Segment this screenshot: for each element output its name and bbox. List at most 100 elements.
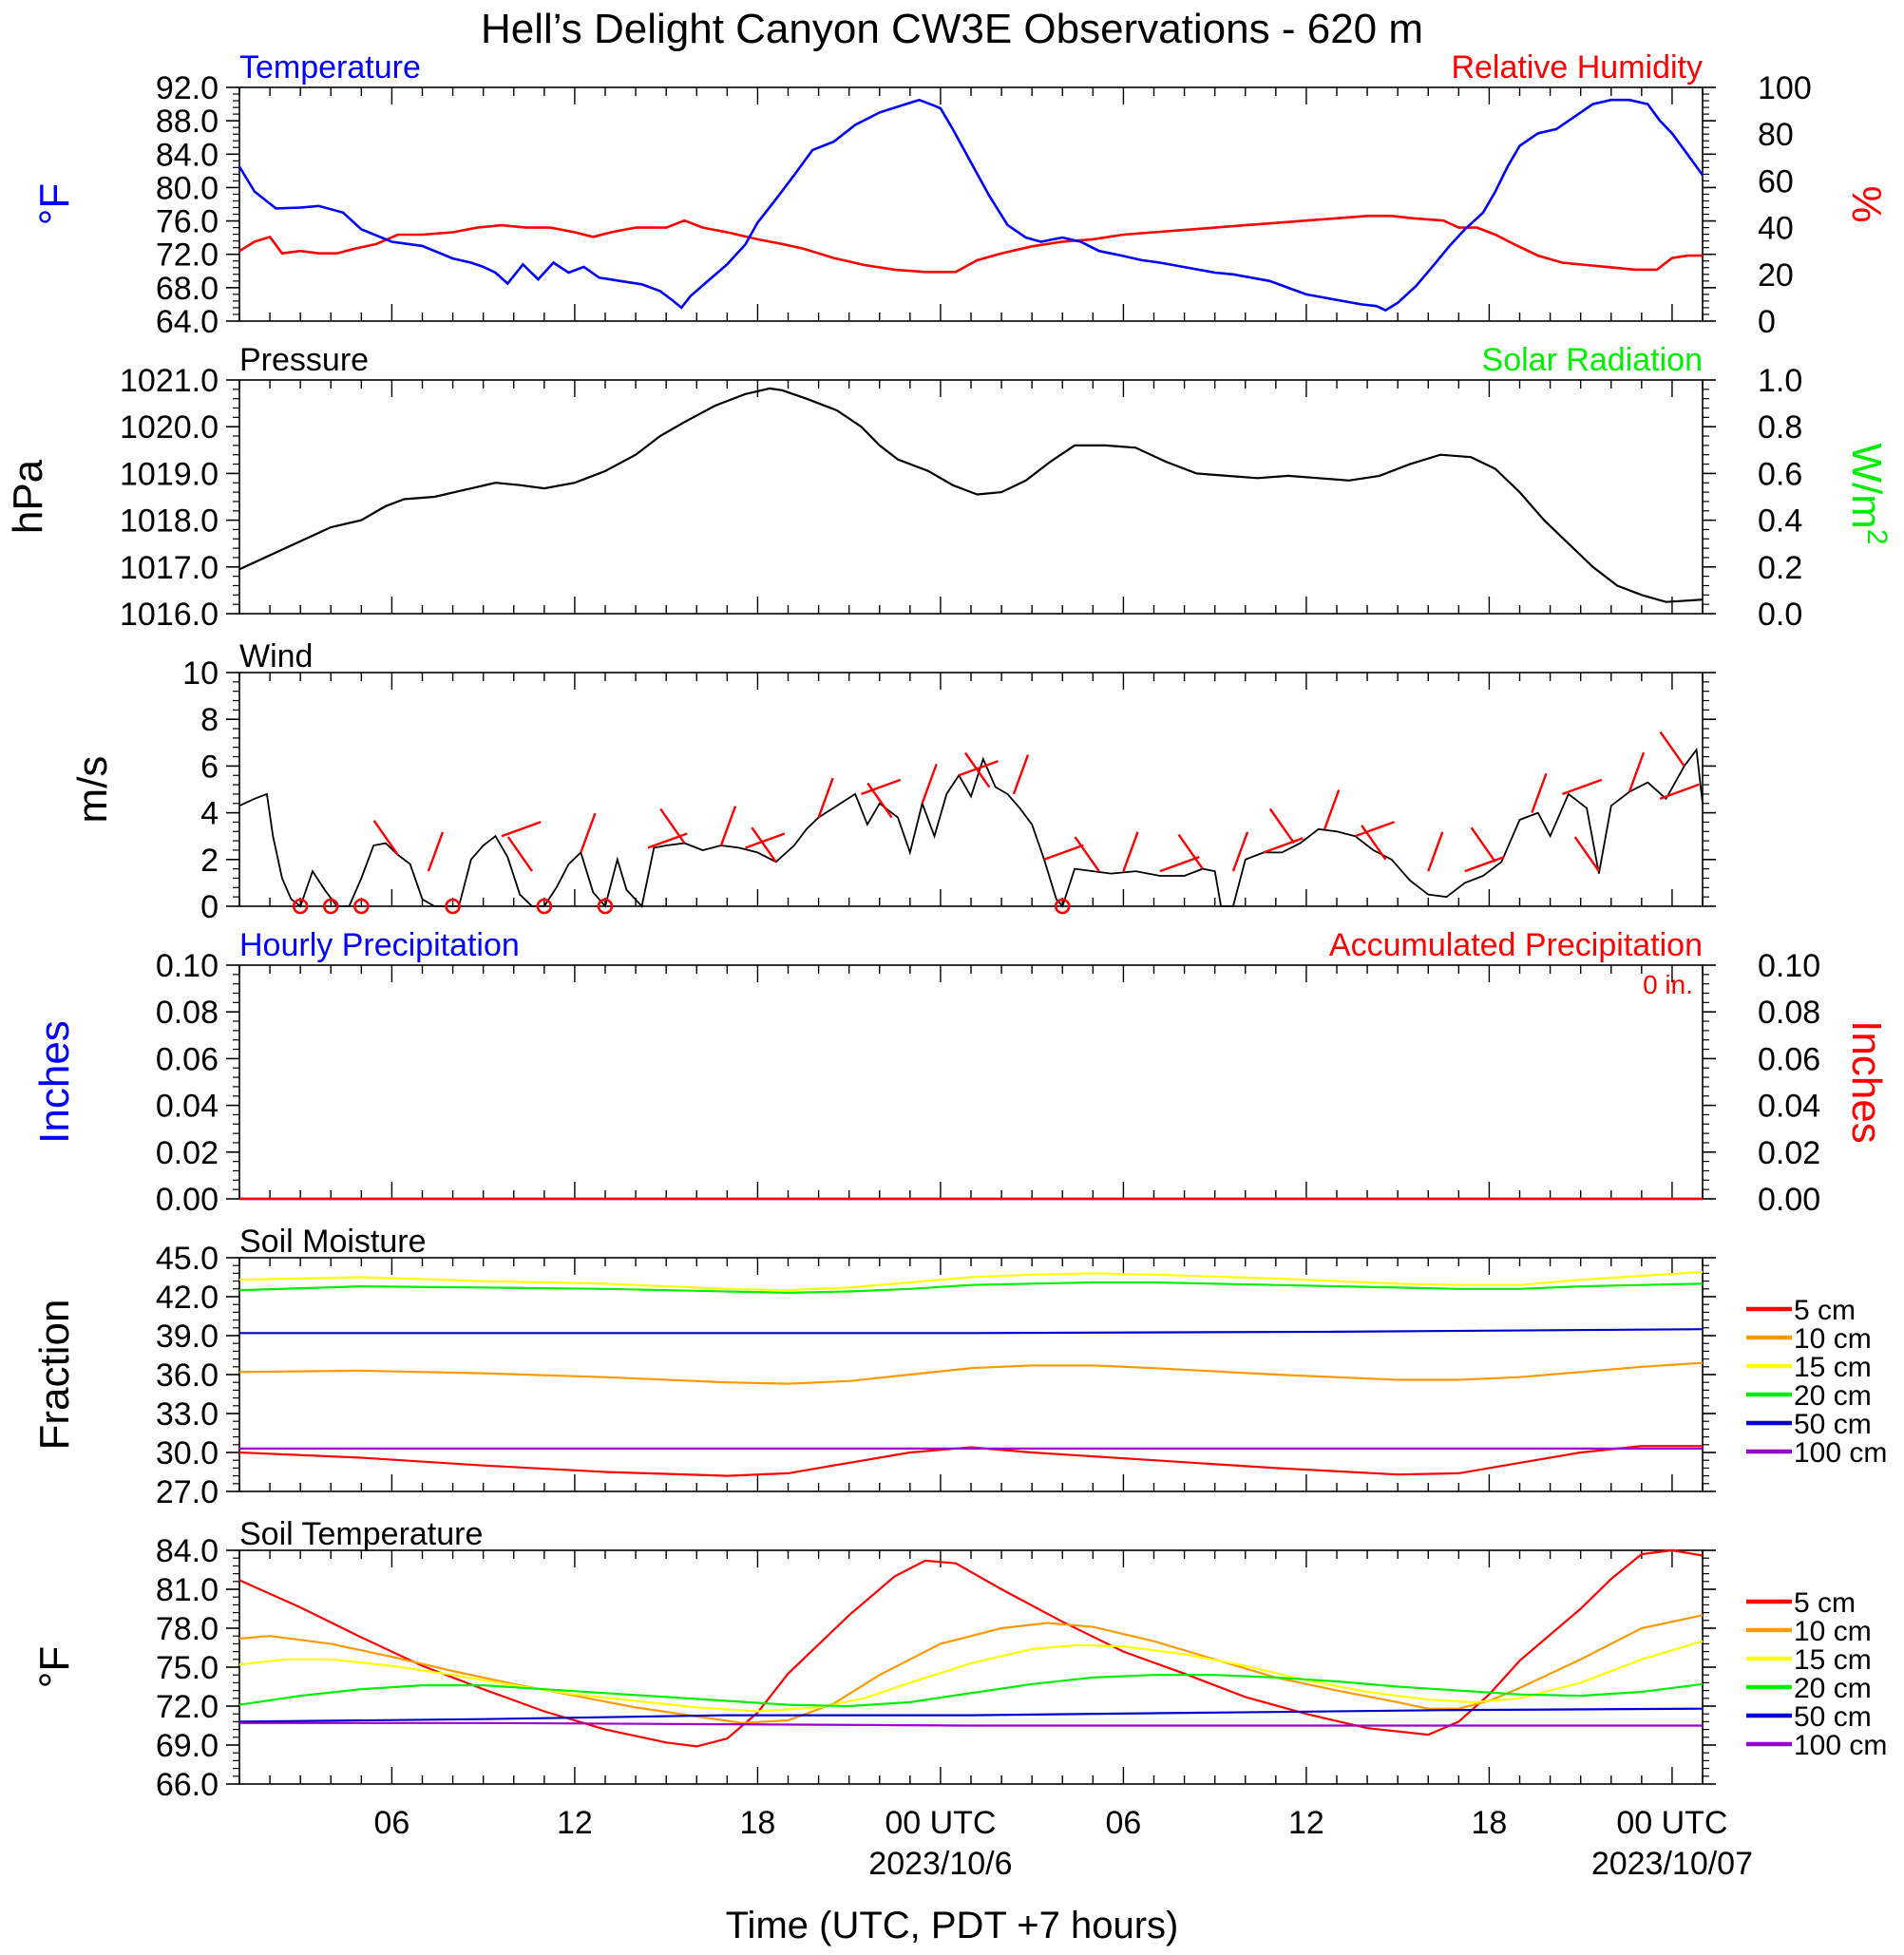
wind-barb xyxy=(751,826,777,863)
wind-barb xyxy=(372,820,399,856)
pressure-left-tick-label: 1018.0 xyxy=(120,503,219,540)
soil_moisture-left-tick-label: 39.0 xyxy=(156,1319,219,1355)
temp-unit-label: °F xyxy=(31,183,78,225)
x-tick-date: 2023/10/07 xyxy=(1591,1846,1753,1882)
temp_rh-right-tick-label: 20 xyxy=(1758,257,1794,294)
soil_temp-left-tick-label: 66.0 xyxy=(156,1767,219,1803)
soil-moisture-line-10-cm xyxy=(238,1361,1704,1385)
precip-left-tick-label: 0.02 xyxy=(156,1135,219,1171)
pressure-right-tick-label: 0.0 xyxy=(1758,597,1802,633)
temperature-series-line xyxy=(238,98,1704,313)
precip-right-tick-label: 0.02 xyxy=(1758,1135,1820,1171)
pressure-left-tick-label: 1021.0 xyxy=(120,363,219,399)
legend-label: 100 cm xyxy=(1794,1730,1887,1761)
soil-moisture-unit-label: Fraction xyxy=(31,1300,78,1451)
legend-label: 15 cm xyxy=(1794,1644,1872,1676)
pressure-unit-label: hPa xyxy=(5,459,51,534)
x-tick-label: 12 xyxy=(557,1805,593,1841)
wind-barb xyxy=(580,812,597,853)
soil_temp-left-tick-label: 78.0 xyxy=(156,1611,219,1647)
pressure-right-tick-label: 0.2 xyxy=(1758,550,1802,586)
soil_moisture-left-tick-label: 42.0 xyxy=(156,1280,219,1316)
accum-precip-title: Accumulated Precipitation xyxy=(1329,927,1703,963)
x-tick-label: 18 xyxy=(740,1805,776,1841)
temp_rh-left-tick-label: 72.0 xyxy=(156,237,219,274)
legend-label: 10 cm xyxy=(1794,1323,1872,1355)
wind-barb xyxy=(1659,731,1685,768)
wind-barb xyxy=(1628,751,1646,792)
wind-speed-series-line xyxy=(238,747,1704,908)
wind-barb xyxy=(1231,831,1249,872)
calm-wind-marker xyxy=(292,898,309,915)
x-tick-label: 06 xyxy=(1106,1805,1142,1841)
wind-barb xyxy=(506,836,533,872)
soil-temperature-line-5-cm xyxy=(238,1548,1704,1748)
soil-moisture-line-15-cm xyxy=(238,1270,1704,1292)
wind-barb xyxy=(1074,836,1100,872)
soil_temp-left-tick-label: 69.0 xyxy=(156,1728,219,1764)
soil_moisture-frame xyxy=(238,1257,1704,1492)
temp_rh-left-tick-label: 88.0 xyxy=(156,104,219,140)
x-tick-label: 00 UTC xyxy=(1616,1805,1727,1841)
temp_rh-right-tick-label: 0 xyxy=(1758,304,1776,340)
temp_rh-right-tick-label: 40 xyxy=(1758,211,1794,247)
time-axis: 06 12 18 00 UTC 2023/10/6 06 12 18 00 UTC 2023/10… xyxy=(374,1805,1753,1882)
precip-panel: 0.10 0.08 0.06 0.04 0.02 0.00 0.10 0.08 0.06 0.04… xyxy=(156,927,1820,1218)
pressure-left-tick-label: 1019.0 xyxy=(120,456,219,492)
figure-title: Hell’s Delight Canyon CW3E Observations … xyxy=(481,6,1423,52)
wind-barb xyxy=(921,763,938,805)
calm-wind-marker xyxy=(445,898,461,915)
precip-total-label: 0 in. xyxy=(1643,970,1693,999)
wind-barb xyxy=(1464,855,1505,873)
calm-wind-marker xyxy=(597,898,614,915)
legend-label: 50 cm xyxy=(1794,1409,1872,1440)
wind-barb xyxy=(1562,778,1603,796)
legend-label: 50 cm xyxy=(1794,1701,1872,1733)
wind-barb xyxy=(1043,844,1084,861)
legend-label: 20 cm xyxy=(1794,1673,1872,1704)
temp_rh-left-tick-label: 80.0 xyxy=(156,170,219,206)
precip-frame xyxy=(238,964,1704,1200)
pressure-right-tick-label: 0.8 xyxy=(1758,409,1802,446)
precip-left-unit-label: Inches xyxy=(31,1020,78,1144)
temp_rh-right-tick-label: 100 xyxy=(1758,70,1812,106)
x-tick-label: 00 UTC xyxy=(885,1805,996,1841)
wind-barb xyxy=(501,821,542,838)
precip-right-tick-label: 0.06 xyxy=(1758,1041,1820,1077)
wind-barb xyxy=(1122,831,1139,872)
wind-barb xyxy=(1354,821,1396,838)
rh-series-line xyxy=(238,215,1703,274)
wind-barb xyxy=(1361,825,1387,861)
temp_rh-left-tick-label: 68.0 xyxy=(156,271,219,307)
temp_rh-left-tick-label: 76.0 xyxy=(156,204,219,240)
temp_rh-left-tick-label: 64.0 xyxy=(156,304,219,340)
x-tick-label: 18 xyxy=(1472,1805,1508,1841)
wind-barb xyxy=(964,751,991,788)
precip-left-tick-label: 0.10 xyxy=(156,948,219,984)
legend-label: 20 cm xyxy=(1794,1380,1872,1412)
pressure-panel-title: Pressure xyxy=(239,342,369,378)
wind-barb xyxy=(719,806,737,846)
x-tick-label: 06 xyxy=(374,1805,410,1841)
soil-moisture-line-5-cm xyxy=(238,1445,1703,1477)
pressure-frame xyxy=(238,379,1704,615)
soil_moisture-left-tick-label: 27.0 xyxy=(156,1474,219,1510)
temp_rh-right-tick-label: 80 xyxy=(1758,117,1794,153)
wind-barb xyxy=(1012,754,1030,795)
soil-moisture-line-50-cm xyxy=(239,1328,1704,1335)
wind-frame xyxy=(238,672,1704,907)
pressure-right-tick-label: 0.4 xyxy=(1758,503,1802,540)
temp_rh-left-tick-label: 84.0 xyxy=(156,137,219,173)
pressure-panel: 1021.0 1020.0 1019.0 1018.0 1017.0 1016.0 1.0 0… xyxy=(120,342,1893,633)
precip-left-tick-label: 0.08 xyxy=(156,995,219,1031)
temp_rh-frame xyxy=(238,86,1704,322)
legend-label: 5 cm xyxy=(1794,1295,1856,1326)
wind-left-tick-label: 8 xyxy=(200,702,219,738)
temp_rh-right-tick-label: 60 xyxy=(1758,163,1794,199)
soil-moisture-line-20-cm xyxy=(238,1281,1704,1295)
pressure-right-tick-label: 0.6 xyxy=(1758,456,1802,492)
wind-panel-title: Wind xyxy=(239,638,313,674)
soil_temp-left-tick-label: 75.0 xyxy=(156,1650,219,1686)
temp_rh-left-tick-label: 92.0 xyxy=(156,70,219,106)
